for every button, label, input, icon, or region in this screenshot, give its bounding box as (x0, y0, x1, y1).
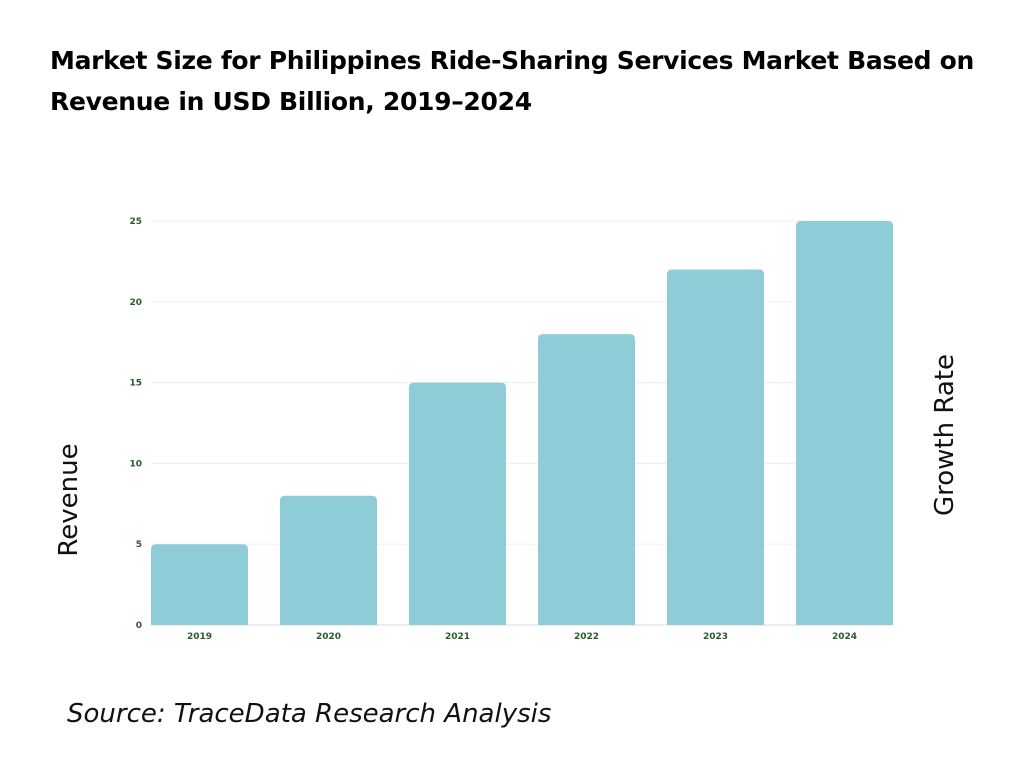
gridlines (151, 220, 893, 626)
bars (151, 221, 893, 625)
x-tick-label: 2024 (832, 632, 857, 642)
x-tick-label: 2020 (316, 632, 341, 642)
x-tick-label: 2021 (445, 632, 470, 642)
bar-2022 (538, 334, 635, 625)
x-tick-labels: 2019 2020 2021 2022 2023 2024 (187, 632, 857, 642)
bar-2021 (409, 382, 506, 625)
x-tick-label: 2019 (187, 632, 212, 642)
y-tick-label: 20 (129, 298, 142, 308)
chart-title: Market Size for Philippines Ride-Sharing… (50, 46, 975, 116)
bar-2019 (151, 544, 248, 625)
x-tick-label: 2022 (574, 632, 599, 642)
bar-2024 (796, 221, 893, 625)
bar-2023 (667, 269, 764, 625)
y2-axis-label: Growth Rate (930, 354, 960, 516)
y-tick-label: 5 (136, 540, 142, 550)
source-note: Source: TraceData Research Analysis (67, 699, 552, 729)
y-tick-label: 15 (129, 379, 142, 389)
y-tick-labels: 0 5 10 15 20 25 (129, 217, 142, 631)
y-tick-label: 0 (136, 621, 142, 631)
y-tick-label: 10 (129, 459, 142, 469)
y-axis-label: Revenue (54, 443, 84, 556)
bar-2020 (280, 495, 377, 625)
x-tick-label: 2023 (703, 632, 728, 642)
y-tick-label: 25 (129, 217, 142, 227)
